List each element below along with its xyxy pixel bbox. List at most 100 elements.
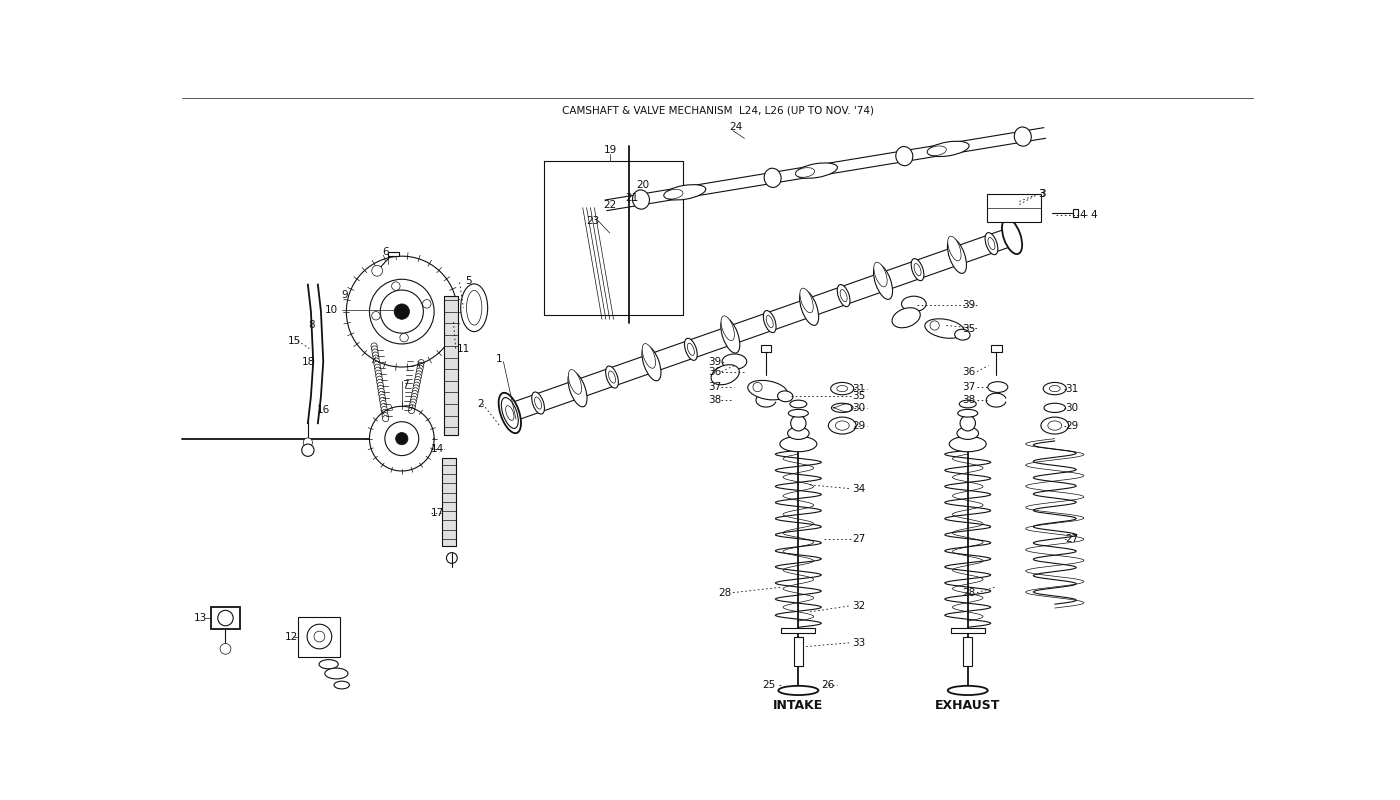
Ellipse shape xyxy=(466,290,482,325)
Ellipse shape xyxy=(1002,218,1022,254)
Ellipse shape xyxy=(535,397,542,409)
Ellipse shape xyxy=(829,417,855,434)
Bar xyxy=(388,251,399,256)
Ellipse shape xyxy=(955,330,970,340)
Bar xyxy=(444,296,458,435)
Ellipse shape xyxy=(711,365,739,385)
Text: 33: 33 xyxy=(853,638,865,648)
Ellipse shape xyxy=(757,382,777,393)
Text: 34: 34 xyxy=(853,484,865,494)
Ellipse shape xyxy=(766,315,773,328)
Text: 9: 9 xyxy=(342,290,349,300)
Circle shape xyxy=(372,311,381,320)
Ellipse shape xyxy=(874,264,893,299)
Circle shape xyxy=(414,379,420,386)
Circle shape xyxy=(409,407,414,414)
Circle shape xyxy=(374,364,381,370)
Ellipse shape xyxy=(874,262,888,287)
Ellipse shape xyxy=(795,163,837,178)
Ellipse shape xyxy=(832,403,853,413)
Circle shape xyxy=(375,373,382,379)
Ellipse shape xyxy=(837,386,847,392)
Ellipse shape xyxy=(959,400,976,408)
Circle shape xyxy=(371,343,377,349)
Text: 21: 21 xyxy=(624,193,638,202)
Text: 32: 32 xyxy=(853,601,865,610)
Circle shape xyxy=(392,282,400,290)
Circle shape xyxy=(423,300,431,308)
Ellipse shape xyxy=(1015,127,1032,146)
Ellipse shape xyxy=(958,427,979,439)
Text: 19: 19 xyxy=(603,145,617,155)
Ellipse shape xyxy=(319,660,339,669)
Circle shape xyxy=(410,399,416,405)
Ellipse shape xyxy=(949,436,986,452)
Text: 4: 4 xyxy=(1091,210,1096,219)
Ellipse shape xyxy=(721,318,739,353)
Bar xyxy=(298,617,340,657)
Text: 35: 35 xyxy=(853,391,865,402)
Ellipse shape xyxy=(664,190,683,199)
Circle shape xyxy=(381,406,388,413)
Ellipse shape xyxy=(790,400,806,408)
Ellipse shape xyxy=(927,142,969,157)
Circle shape xyxy=(307,624,332,649)
Text: 26: 26 xyxy=(822,680,834,690)
Bar xyxy=(987,194,1040,222)
Bar xyxy=(211,607,241,629)
Ellipse shape xyxy=(498,393,521,433)
Circle shape xyxy=(409,405,416,410)
Ellipse shape xyxy=(505,406,514,420)
Circle shape xyxy=(375,367,381,374)
Text: 35: 35 xyxy=(962,323,976,334)
Ellipse shape xyxy=(799,288,813,313)
Circle shape xyxy=(419,359,424,366)
Circle shape xyxy=(396,433,407,445)
Text: 39: 39 xyxy=(708,357,721,366)
Text: 11: 11 xyxy=(458,343,470,354)
Ellipse shape xyxy=(836,421,850,430)
Ellipse shape xyxy=(1044,403,1065,413)
Ellipse shape xyxy=(948,238,966,274)
Ellipse shape xyxy=(606,366,619,388)
Ellipse shape xyxy=(840,290,847,302)
Circle shape xyxy=(302,444,314,456)
Text: 14: 14 xyxy=(431,444,444,454)
Ellipse shape xyxy=(830,382,854,394)
Text: 36: 36 xyxy=(708,366,721,377)
Ellipse shape xyxy=(778,686,819,695)
Circle shape xyxy=(314,631,325,642)
Circle shape xyxy=(372,352,378,358)
Circle shape xyxy=(379,394,385,401)
Circle shape xyxy=(413,388,419,394)
Text: 7: 7 xyxy=(402,380,409,390)
Circle shape xyxy=(375,370,381,376)
Ellipse shape xyxy=(988,382,1008,393)
Text: 5: 5 xyxy=(465,276,472,286)
Text: 39: 39 xyxy=(962,301,976,310)
Text: INTAKE: INTAKE xyxy=(773,699,823,712)
Circle shape xyxy=(416,368,423,374)
Circle shape xyxy=(382,413,388,418)
Circle shape xyxy=(410,402,416,408)
Ellipse shape xyxy=(948,236,960,261)
Text: 20: 20 xyxy=(637,179,650,190)
Circle shape xyxy=(377,376,382,382)
Bar xyxy=(963,637,973,666)
Circle shape xyxy=(382,415,389,422)
Circle shape xyxy=(378,388,385,394)
Ellipse shape xyxy=(988,238,995,250)
Ellipse shape xyxy=(643,343,655,368)
Circle shape xyxy=(374,358,379,364)
Text: 30: 30 xyxy=(1065,403,1078,413)
Ellipse shape xyxy=(609,371,616,383)
Ellipse shape xyxy=(799,290,819,326)
Ellipse shape xyxy=(687,343,694,355)
Ellipse shape xyxy=(777,391,792,402)
Text: 1: 1 xyxy=(496,354,503,364)
Text: 13: 13 xyxy=(193,613,207,623)
Ellipse shape xyxy=(325,668,349,679)
Text: 23: 23 xyxy=(587,216,599,226)
Ellipse shape xyxy=(1043,382,1067,394)
Ellipse shape xyxy=(1050,386,1060,392)
